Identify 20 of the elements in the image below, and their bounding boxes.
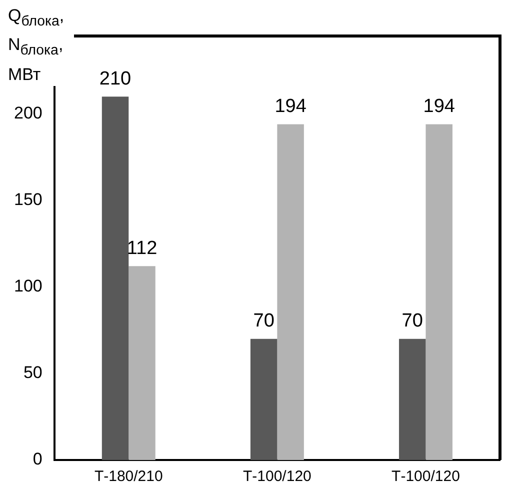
data-label: 210 bbox=[99, 68, 132, 90]
bar bbox=[277, 124, 304, 460]
data-label: 194 bbox=[423, 96, 456, 117]
y-tick-label: 0 bbox=[32, 450, 42, 469]
bar bbox=[250, 338, 278, 460]
bar bbox=[128, 266, 156, 460]
y-tick-label: 150 bbox=[14, 190, 42, 210]
y-tick-label: 200 bbox=[14, 104, 42, 123]
y-tick-label: 50 bbox=[23, 363, 42, 382]
data-label: 70 bbox=[402, 310, 423, 332]
x-tick-label: Т-100/120 bbox=[392, 468, 460, 486]
x-tick-label: Т-100/120 bbox=[242, 468, 312, 486]
bar bbox=[426, 124, 452, 460]
bar bbox=[398, 338, 426, 460]
y-tick-label: 100 bbox=[14, 276, 42, 296]
x-tick-label: Т-180/210 bbox=[94, 468, 163, 486]
data-label: 194 bbox=[274, 96, 307, 117]
text: Q$_{блока}$, N$_{блока}$, МВт bbox=[8, 6, 64, 84]
data-label: 70 bbox=[253, 310, 274, 332]
bar bbox=[102, 96, 129, 460]
